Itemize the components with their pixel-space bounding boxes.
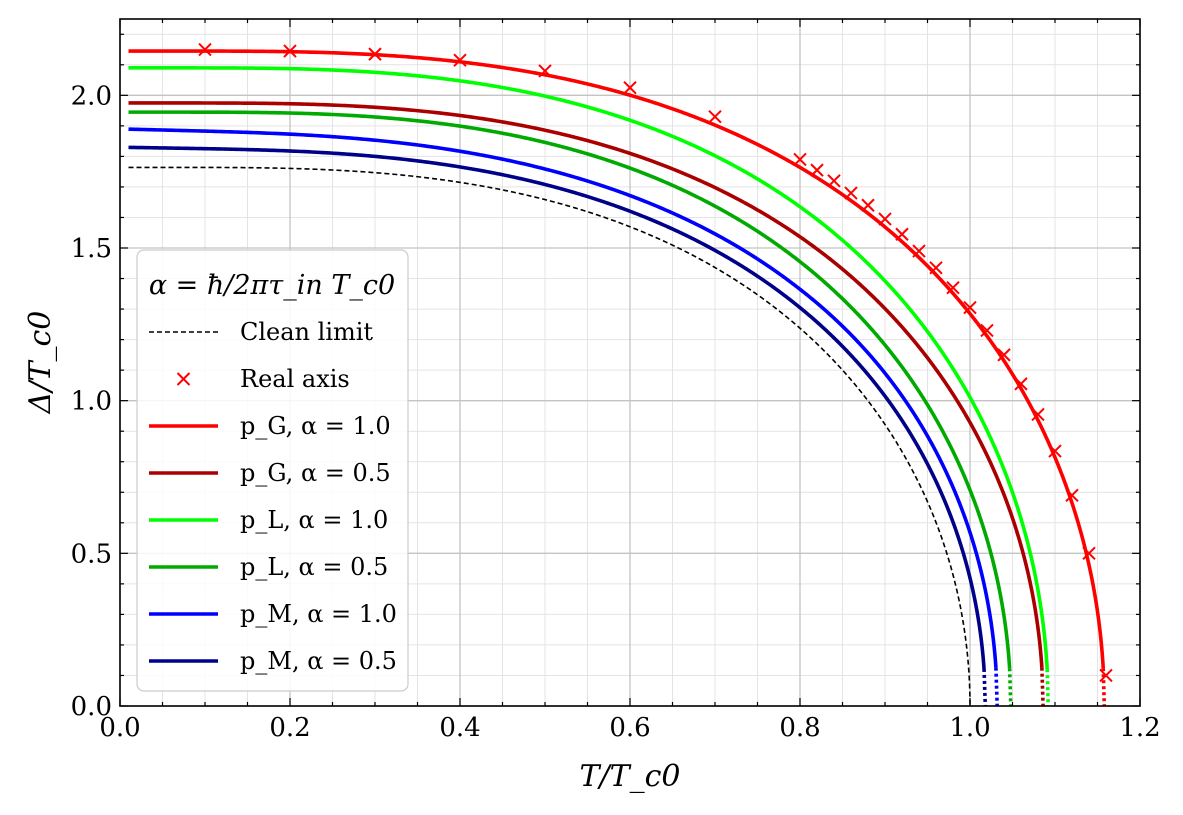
legend-entries: Clean limit Real axis p_G, α = 1.0 p_G, α =…: [149, 318, 397, 675]
x-tick-label: 0.2: [269, 713, 310, 743]
y-tick-labels: 0.0 0.5 1.0 1.5 2.0: [71, 81, 112, 722]
series-line: [128, 66, 1049, 670]
series-dotted-tail: [994, 667, 999, 706]
real-axis-marker: [946, 280, 960, 295]
real-axis-marker: [793, 152, 807, 167]
legend-box: [136, 249, 409, 692]
y-tick-label: 0.5: [71, 539, 112, 569]
svg-text:T/T_c0: T/T_c0: [579, 759, 680, 794]
y-tick-label: 1.0: [71, 387, 112, 417]
real-axis-markers: [198, 42, 1113, 683]
x-tick-label: 0.0: [99, 713, 140, 743]
real-axis-marker: [623, 80, 637, 95]
series-line: [128, 101, 1044, 668]
series-line: [128, 127, 998, 668]
real-axis-marker: [1014, 377, 1028, 391]
y-axis-label: Δ/T_c0: [23, 311, 58, 415]
legend-label: p_M, α = 1.0: [240, 600, 397, 628]
series-dotted-tail: [1007, 668, 1013, 706]
real-axis-marker: [1065, 488, 1079, 503]
x-tick-label: 0.6: [609, 713, 650, 743]
series-dotted-tail: [1040, 667, 1045, 706]
real-axis-marker: [895, 227, 909, 241]
real-axis-marker: [1082, 546, 1096, 561]
x-tick-labels: 0.0 0.2 0.4 0.6 0.8 1.0 1.2: [99, 713, 1160, 743]
y-tick-label: 0.0: [71, 692, 112, 722]
legend-label: p_L, α = 1.0: [240, 506, 388, 534]
series-line: [128, 110, 1012, 669]
real-axis-marker: [861, 198, 875, 212]
real-axis-marker: [538, 64, 552, 78]
series-dotted-tail: [982, 668, 988, 706]
legend-marker: [176, 372, 191, 386]
legend-label: p_M, α = 0.5: [240, 647, 397, 675]
legend: α = ħ/2πτ_in T_c0 Clean limit Real axis p_…: [136, 249, 409, 692]
legend-label: p_G, α = 1.0: [240, 412, 391, 440]
x-axis-label-text: T/T_c0: [579, 759, 680, 794]
real-axis-marker: [963, 300, 977, 315]
series-line: [128, 166, 971, 706]
legend-label: p_L, α = 0.5: [240, 553, 388, 581]
x-tick-label: 0.4: [439, 713, 480, 743]
y-tick-label: 2.0: [71, 81, 112, 111]
x-tick-label: 0.8: [779, 713, 820, 743]
real-axis-marker: [198, 42, 212, 57]
series-line: [128, 145, 986, 670]
real-axis-marker: [283, 44, 297, 58]
x-tick-label: 1.2: [1119, 713, 1160, 743]
real-axis-marker: [929, 261, 943, 275]
real-axis-marker: [997, 348, 1011, 362]
real-axis-marker: [912, 244, 926, 258]
real-axis-marker: [1031, 407, 1045, 422]
legend-label: p_G, α = 0.5: [240, 459, 391, 487]
real-axis-marker: [878, 212, 892, 226]
real-axis-marker: [980, 323, 994, 338]
real-axis-marker: [1099, 668, 1113, 683]
real-axis-marker: [708, 109, 722, 124]
plot-frame: [119, 18, 1141, 707]
y-tick-label: 1.5: [71, 234, 112, 264]
x-axis-label: T/T_c0: [579, 759, 680, 794]
series-dotted-tail: [1045, 669, 1050, 706]
real-axis-marker: [810, 163, 824, 177]
series-dotted-tail: [1101, 668, 1107, 706]
real-axis-marker: [1048, 444, 1062, 458]
real-axis-marker: [368, 47, 382, 61]
real-axis-marker: [453, 53, 467, 67]
legend-label: Clean limit: [240, 318, 373, 346]
x-tick-label: 1.0: [949, 713, 990, 743]
real-axis-marker: [827, 174, 841, 188]
svg-text:Δ/T_c0: Δ/T_c0: [23, 311, 58, 415]
real-axis-marker: [844, 186, 858, 200]
y-axis-label-text: Δ/T_c0: [23, 311, 58, 415]
legend-label: Real axis: [240, 365, 350, 393]
legend-title: α = ħ/2πτ_in T_c0: [149, 270, 395, 301]
